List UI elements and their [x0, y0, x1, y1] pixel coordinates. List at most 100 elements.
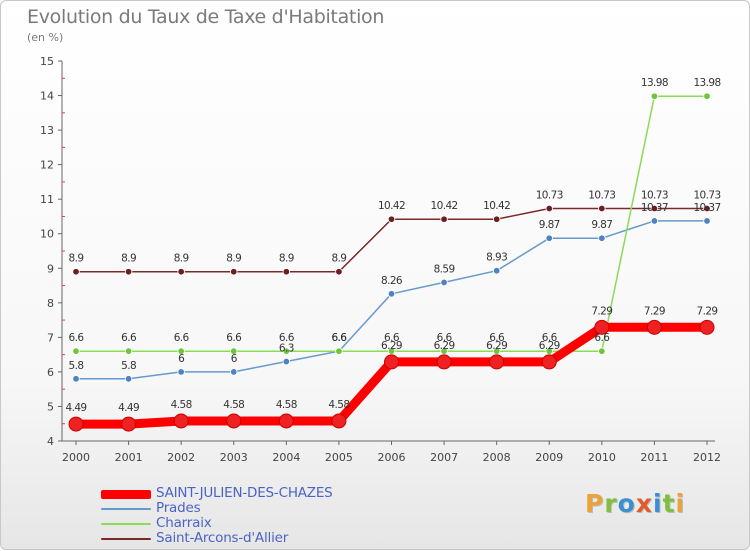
data-point-3 [177, 268, 185, 276]
data-point-3 [335, 268, 343, 276]
legend-label-saint-arcons: Saint-Arcons-d'Allier [156, 530, 289, 546]
x-tick-label: 2012 [693, 451, 721, 464]
data-label-2: 6.6 [437, 332, 453, 344]
data-label-1: 6.3 [279, 343, 294, 355]
data-point-3 [598, 204, 606, 213]
data-point-0 [436, 354, 452, 370]
data-point-0 [594, 319, 610, 335]
y-tick-label: 8 [47, 297, 54, 310]
data-label-1: 10.37 [641, 202, 668, 214]
x-tick-label: 2008 [483, 451, 511, 464]
data-point-3 [650, 204, 659, 213]
data-point-2 [703, 92, 711, 100]
data-point-3 [230, 268, 238, 276]
data-point-0 [226, 413, 242, 429]
data-label-0: 6.29 [539, 340, 560, 352]
data-label-2: 6.6 [174, 332, 190, 344]
logo-letter: t [662, 489, 676, 518]
data-label-3: 8.9 [331, 253, 346, 265]
x-tick-label: 2007 [430, 451, 458, 464]
data-label-1: 8.93 [486, 252, 507, 264]
data-label-0: 6.29 [486, 340, 507, 352]
data-point-2 [335, 347, 343, 355]
x-tick-label: 2009 [535, 451, 563, 464]
data-point-2 [230, 347, 238, 355]
data-point-0 [278, 413, 294, 429]
data-label-0: 4.49 [66, 402, 87, 414]
x-tick-label: 2001 [115, 451, 143, 464]
data-label-3: 8.9 [174, 253, 189, 265]
data-point-2 [650, 92, 659, 100]
data-point-0 [489, 354, 505, 370]
data-label-0: 6.29 [434, 340, 455, 352]
data-point-1 [650, 217, 659, 225]
data-point-0 [68, 416, 84, 432]
y-tick-label: 12 [40, 159, 54, 172]
data-point-3 [440, 215, 448, 223]
data-label-2: 6.6 [542, 332, 558, 344]
y-tick-label: 4 [47, 435, 54, 448]
data-label-3: 10.42 [431, 200, 458, 212]
data-label-0: 6.29 [381, 340, 402, 352]
x-tick-label: 2003 [220, 451, 248, 464]
data-label-2: 6.6 [226, 332, 242, 344]
data-point-1 [387, 290, 396, 298]
y-tick-label: 5 [47, 400, 54, 413]
data-point-0 [173, 413, 189, 429]
series-line-2 [75, 95, 708, 352]
data-label-3: 10.42 [378, 200, 405, 212]
x-tick-label: 2011 [640, 451, 668, 464]
data-point-0 [541, 354, 557, 370]
legend-swatch-saint-julien [101, 489, 151, 499]
data-label-3: 8.9 [226, 253, 241, 265]
logo-letter: x [635, 489, 653, 518]
data-point-2 [177, 347, 185, 355]
data-point-3 [703, 204, 711, 213]
data-label-0: 7.29 [591, 305, 612, 317]
proxiti-logo: Proxiti [585, 489, 685, 518]
legend-label-charraix: Charraix [156, 515, 212, 531]
data-point-1 [72, 375, 80, 383]
data-point-2 [282, 347, 291, 355]
data-point-0 [331, 413, 347, 429]
logo-letter: o [617, 489, 636, 518]
legend-label-saint-julien: SAINT-JULIEN-DES-CHAZES [156, 485, 333, 501]
x-tick-label: 2006 [378, 451, 406, 464]
logo-letter: P [585, 489, 605, 518]
data-point-2 [598, 347, 606, 355]
data-point-3 [492, 215, 501, 223]
data-label-0: 4.49 [118, 402, 139, 414]
data-point-1 [124, 375, 133, 383]
data-label-2: 6.6 [279, 332, 295, 344]
data-label-3: 10.73 [693, 190, 720, 202]
data-label-2: 6.6 [331, 332, 347, 344]
data-point-0 [121, 416, 137, 432]
data-label-0: 4.58 [171, 399, 192, 411]
data-label-3: 10.73 [536, 190, 563, 202]
data-label-2: 6.6 [489, 332, 505, 344]
legend-label-prades: Prades [156, 500, 201, 516]
data-label-3: 8.9 [121, 253, 136, 265]
x-tick-label: 2010 [588, 451, 616, 464]
logo-letter: i [653, 489, 663, 518]
data-label-1: 5.8 [121, 360, 136, 372]
legend-swatch-charraix [101, 523, 151, 525]
data-label-0: 4.58 [276, 399, 297, 411]
data-label-2: 6.6 [594, 332, 610, 344]
data-point-2 [124, 347, 133, 355]
y-tick-label: 7 [47, 331, 54, 344]
data-point-0 [699, 319, 715, 335]
data-label-0: 7.29 [644, 305, 665, 317]
x-tick-label: 2000 [62, 451, 90, 464]
data-label-3: 8.9 [279, 253, 294, 265]
y-tick-label: 14 [40, 90, 54, 103]
y-tick-label: 15 [40, 55, 54, 68]
data-point-1 [440, 278, 448, 287]
data-label-1: 6 [231, 353, 238, 365]
y-tick-label: 10 [40, 228, 54, 241]
data-label-1: 8.26 [381, 275, 403, 287]
data-point-1 [598, 234, 606, 242]
data-label-2: 6.6 [69, 332, 85, 344]
x-tick-label: 2004 [272, 451, 300, 464]
